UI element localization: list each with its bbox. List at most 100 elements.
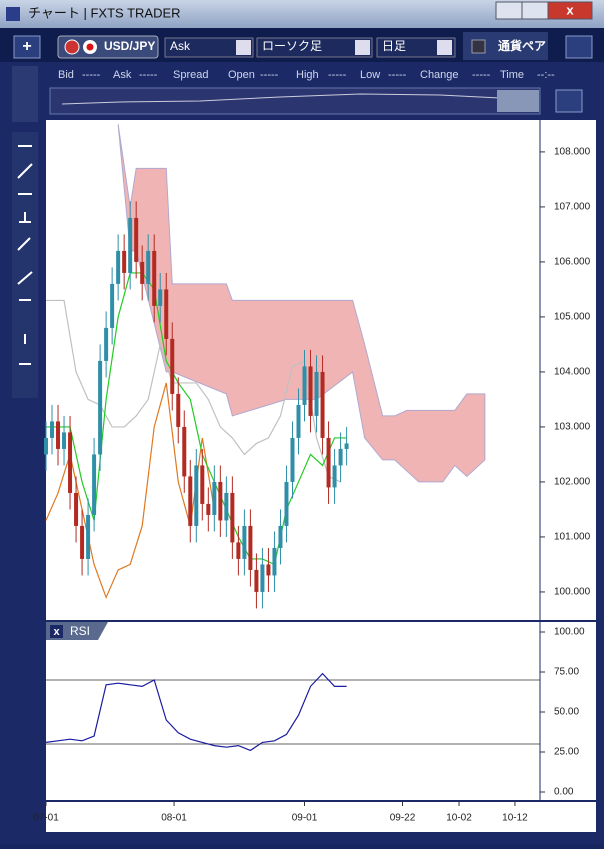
candle-body	[212, 481, 217, 515]
y-tick-label: 106.000	[554, 257, 591, 268]
quote-field: -----	[328, 69, 347, 81]
rsi-line	[45, 672, 347, 752]
zoom-button[interactable]	[555, 89, 583, 113]
y-tick-label: 102.000	[554, 477, 591, 488]
rsi-title: RSI	[70, 624, 90, 638]
kind-select[interactable]	[256, 37, 373, 58]
candle-body	[122, 250, 127, 273]
maximize[interactable]	[521, 1, 549, 20]
pair-tab-label: 通貨ペア	[498, 38, 546, 53]
candle-body	[140, 261, 145, 284]
candle-body	[62, 432, 67, 449]
candle-body	[116, 250, 121, 284]
candle-body	[218, 481, 223, 521]
candle-body	[332, 465, 337, 488]
candle-body	[98, 360, 103, 455]
tool-icons	[17, 145, 33, 365]
candle-body	[206, 503, 211, 515]
candle-body	[164, 289, 169, 339]
rsi-pane	[46, 622, 596, 800]
quote-field: -----	[260, 69, 279, 81]
y-tick-label: 100.00	[554, 627, 585, 638]
y-tick-label: 50.00	[554, 707, 579, 718]
dropdown	[236, 40, 251, 55]
plus: +	[22, 38, 31, 55]
candle-body	[170, 338, 175, 394]
candle-body	[50, 421, 55, 438]
period: 日足	[382, 39, 406, 53]
quote-field: -----	[139, 69, 158, 81]
candle-body	[254, 569, 259, 592]
dropdown	[355, 40, 370, 55]
x-axis	[46, 802, 596, 832]
collapse-button[interactable]	[565, 35, 593, 59]
quote-field: High	[296, 69, 319, 81]
y-tick-label: 101.000	[554, 532, 591, 543]
pair-button[interactable]	[57, 35, 159, 59]
drawing-tools	[12, 132, 38, 398]
overview-handle[interactable]	[497, 90, 539, 112]
overview-line	[61, 93, 521, 105]
y-tick-label: 0.00	[554, 787, 574, 798]
candle-body	[74, 492, 79, 526]
quote-field: -----	[82, 69, 101, 81]
candle-body	[68, 432, 73, 493]
candle-body	[146, 250, 151, 284]
y-tick-label: 25.00	[554, 747, 579, 758]
quote-field: Time	[500, 69, 524, 81]
quote-field: Open	[228, 69, 255, 81]
add-button[interactable]	[13, 35, 41, 59]
quote-field: Spread	[173, 69, 208, 81]
y-tick-label: 104.000	[554, 367, 591, 378]
minimize[interactable]	[495, 1, 523, 20]
candle-body	[314, 371, 319, 416]
chart-kind: ローソク足	[262, 39, 322, 53]
x-tick-label: 10-02	[446, 813, 472, 824]
y-tick-label: 105.000	[554, 312, 591, 323]
candle-body	[110, 283, 115, 328]
checkbox[interactable]	[471, 39, 486, 54]
x-tick-label: 09-01	[292, 813, 318, 824]
cloud	[117, 124, 486, 483]
candle-body	[230, 492, 235, 543]
y-tick-label: 103.000	[554, 422, 591, 433]
x-tick-label: 09-22	[390, 813, 416, 824]
candle-body	[200, 465, 205, 504]
y-tick-label: 75.00	[554, 667, 579, 678]
candle-body	[266, 564, 271, 576]
candle-body	[284, 481, 289, 526]
cursor-tools	[12, 66, 38, 122]
candle-body	[104, 327, 109, 361]
candle-body	[158, 289, 163, 306]
close[interactable]	[547, 1, 593, 20]
candle-body	[56, 421, 61, 449]
candle-body	[326, 437, 331, 488]
overview	[49, 87, 541, 115]
flag-us	[64, 39, 80, 55]
indicator-line	[45, 382, 215, 600]
candle-body	[278, 525, 283, 548]
candle-body	[302, 366, 307, 405]
quote-field: Low	[360, 69, 380, 81]
quote-field: --:--	[537, 69, 555, 81]
candle-body	[128, 217, 133, 273]
candle-body	[182, 426, 187, 477]
rsi-close[interactable]	[50, 625, 63, 638]
y-tick-label: 100.000	[554, 587, 591, 598]
candle-body	[224, 492, 229, 521]
period-select[interactable]	[376, 37, 456, 58]
side-select[interactable]	[164, 37, 254, 58]
window-title: チャート | FXTS TRADER	[28, 5, 181, 20]
quote-field: Bid	[58, 69, 74, 81]
candle-body	[320, 371, 325, 438]
candle-body	[176, 393, 181, 427]
dropdown	[437, 40, 452, 55]
candle-body	[272, 547, 277, 576]
x-tick-label: 08-01	[161, 813, 187, 824]
candle-body	[248, 525, 253, 570]
x-icon: x	[53, 626, 60, 638]
candle-body	[86, 514, 91, 559]
pair: USD/JPY	[104, 39, 155, 53]
candle-body	[152, 250, 157, 306]
